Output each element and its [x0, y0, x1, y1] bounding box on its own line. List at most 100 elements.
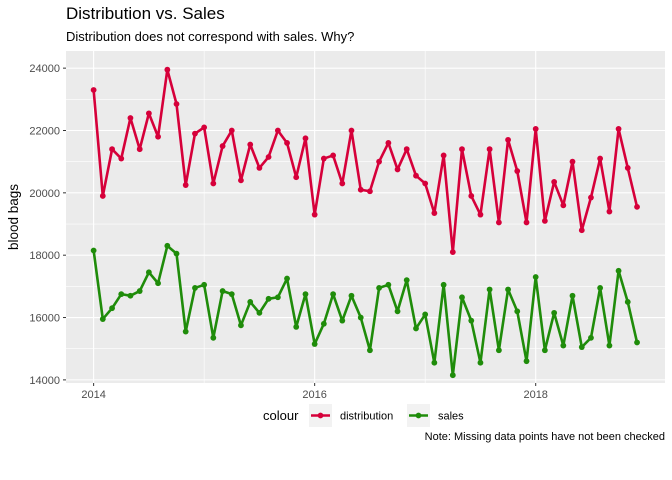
- data-point-sales: [210, 334, 217, 341]
- data-point-sales: [228, 291, 235, 298]
- data-point-distribution: [624, 165, 631, 171]
- data-point-distribution: [615, 126, 622, 132]
- data-point-distribution: [192, 130, 198, 137]
- data-point-sales: [449, 372, 456, 379]
- data-point-sales: [136, 288, 143, 294]
- data-point-sales: [293, 323, 300, 330]
- data-point-sales: [514, 308, 521, 315]
- data-point-distribution: [495, 219, 502, 226]
- x-tick-label: 2018: [523, 389, 547, 401]
- data-point-distribution: [514, 168, 521, 174]
- data-point-distribution: [588, 194, 594, 201]
- series-line-sales: [92, 244, 639, 377]
- data-point-distribution: [357, 186, 364, 193]
- data-point-sales: [155, 280, 161, 287]
- data-point-sales: [588, 334, 594, 341]
- legend-point-distribution: [317, 412, 324, 419]
- data-point-sales: [330, 291, 337, 298]
- legend: colour distribution sales: [263, 404, 464, 427]
- chart-subtitle: Distribution does not correspond with sa…: [66, 29, 355, 44]
- data-point-sales: [201, 281, 208, 288]
- data-point-distribution: [578, 227, 585, 234]
- data-point-distribution: [247, 141, 254, 148]
- data-point-distribution: [505, 136, 511, 143]
- data-point-distribution: [284, 140, 290, 146]
- data-point-sales: [606, 342, 613, 349]
- data-point-sales: [339, 317, 346, 324]
- data-point-distribution: [164, 66, 171, 73]
- data-point-sales: [468, 317, 475, 324]
- data-point-distribution: [569, 158, 576, 165]
- x-tick-label: 2014: [81, 389, 105, 401]
- data-point-sales: [440, 281, 447, 288]
- data-point-distribution: [385, 140, 392, 146]
- data-point-sales: [560, 342, 567, 349]
- series-layer: [90, 66, 640, 379]
- data-point-distribution: [320, 155, 327, 162]
- y-tick-label: 20000: [29, 188, 60, 200]
- minor-gridlines: [66, 51, 665, 383]
- data-point-sales: [284, 275, 290, 282]
- data-point-sales: [219, 288, 226, 294]
- data-point-sales: [486, 286, 493, 293]
- data-point-distribution: [532, 126, 539, 132]
- data-point-sales: [597, 285, 604, 291]
- data-point-sales: [274, 294, 281, 301]
- data-point-distribution: [228, 127, 235, 134]
- legend-title: colour: [263, 408, 299, 423]
- data-point-sales: [357, 314, 364, 321]
- data-point-distribution: [155, 133, 161, 140]
- data-point-distribution: [99, 193, 106, 199]
- data-point-distribution: [541, 217, 548, 224]
- data-point-sales: [99, 316, 106, 322]
- data-point-distribution: [376, 158, 382, 165]
- data-point-distribution: [173, 101, 180, 107]
- data-point-sales: [569, 292, 576, 299]
- data-point-distribution: [413, 172, 419, 179]
- data-point-distribution: [339, 180, 346, 187]
- data-point-distribution: [440, 152, 447, 159]
- plot-panel: [66, 51, 665, 383]
- data-point-distribution: [551, 179, 558, 185]
- data-point-sales: [385, 281, 392, 288]
- data-point-distribution: [238, 177, 244, 184]
- data-point-sales: [192, 285, 198, 291]
- y-tick-label: 24000: [29, 63, 60, 75]
- axis-layer: 14000 16000 18000 20000 22000 24000 2014 2016 20…: [29, 63, 548, 401]
- data-point-distribution: [182, 182, 189, 188]
- data-point-sales: [109, 305, 115, 312]
- data-point-distribution: [477, 211, 484, 218]
- data-point-distribution: [145, 110, 152, 117]
- data-point-sales: [551, 309, 558, 316]
- data-point-distribution: [274, 127, 281, 134]
- data-point-sales: [367, 347, 373, 354]
- data-point-distribution: [265, 154, 272, 160]
- data-point-sales: [578, 344, 585, 351]
- data-point-sales: [541, 347, 548, 354]
- data-point-sales: [311, 341, 318, 347]
- data-point-sales: [182, 328, 189, 335]
- data-point-sales: [532, 274, 539, 280]
- data-point-distribution: [118, 155, 125, 162]
- data-point-distribution: [486, 146, 493, 153]
- y-tick-label: 22000: [29, 125, 60, 137]
- data-point-sales: [302, 291, 309, 298]
- data-point-sales: [164, 242, 171, 249]
- x-tick-label: 2016: [302, 389, 326, 401]
- data-point-distribution: [606, 208, 613, 215]
- data-point-sales: [459, 294, 465, 301]
- y-axis-title: blood bags: [6, 184, 21, 250]
- major-gridlines: [66, 51, 665, 383]
- data-point-sales: [431, 359, 438, 366]
- data-point-distribution: [403, 146, 410, 153]
- data-point-distribution: [311, 211, 318, 218]
- data-point-distribution: [634, 203, 640, 210]
- data-point-sales: [523, 358, 530, 365]
- data-point-sales: [247, 299, 254, 305]
- data-point-sales: [118, 291, 125, 298]
- legend-label-distribution: distribution: [340, 411, 393, 423]
- legend-label-sales: sales: [438, 411, 464, 423]
- data-point-distribution: [394, 166, 401, 173]
- data-point-distribution: [560, 202, 567, 209]
